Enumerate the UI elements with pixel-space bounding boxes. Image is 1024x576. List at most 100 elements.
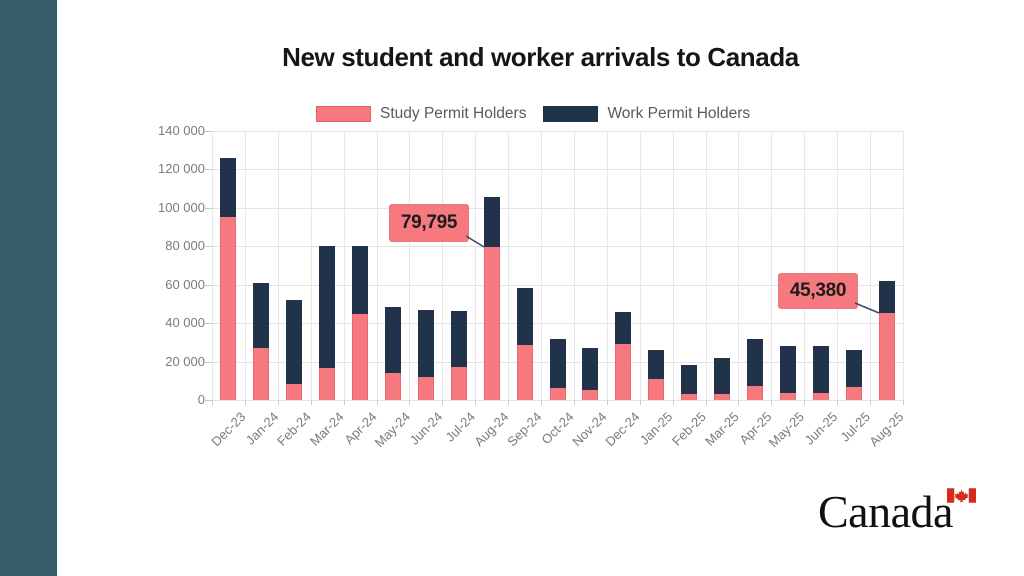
bar-segment-study-permit-holders [615,344,632,400]
bar-segment-study-permit-holders [417,376,434,400]
x-axis-tick [541,400,543,405]
gridline-vertical [837,131,839,400]
gridline-vertical [639,131,641,400]
gridline-vertical [475,131,477,400]
gridline-vertical [409,131,411,400]
bar-segment-work-permit-holders [319,246,336,369]
bar-segment-work-permit-holders [384,306,401,374]
y-tick-label: 20 000 [165,353,205,369]
bar-segment-work-permit-holders [812,346,829,394]
gridline-vertical [771,131,773,400]
gridline-vertical [277,131,279,400]
bar-segment-study-permit-holders [352,313,369,400]
x-axis-tick [672,400,674,405]
bar-segment-study-permit-holders [779,393,796,400]
gridline-vertical [212,131,213,400]
x-tick-label: Aug-25 [865,409,907,450]
y-tick-label: 100 000 [158,199,205,215]
y-tick-label: 120 000 [158,161,205,177]
y-axis-tick [205,361,212,363]
bar-segment-study-permit-holders [746,385,763,400]
gridline-horizontal [212,246,903,248]
gridline-vertical [804,131,806,400]
x-tick-label: Sep-24 [503,409,545,450]
gridline-vertical [442,131,444,400]
y-axis-tick [205,246,212,248]
x-axis-tick [705,400,707,405]
gridline-horizontal [212,169,903,171]
x-axis-tick [310,400,312,405]
x-axis-tick [903,400,904,405]
bar-segment-work-permit-holders [286,300,303,384]
gridline-vertical [672,131,674,400]
x-tick-label: Jan-24 [242,409,281,448]
x-axis-tick [804,400,806,405]
gridline-horizontal [212,131,903,132]
gridline-vertical [541,131,543,400]
bar-segment-study-permit-holders [319,368,336,400]
bar-segment-work-permit-holders [582,348,599,391]
bar-segment-study-permit-holders [483,246,500,400]
bar-segment-study-permit-holders [384,373,401,400]
legend-swatch-study-permit [316,106,371,122]
sidebar-accent-bar [0,0,57,576]
gridline-vertical [310,131,312,400]
legend-label-work-permit: Work Permit Holders [607,105,751,122]
x-axis-tick [606,400,608,405]
bar-segment-work-permit-holders [681,365,698,395]
x-axis-tick [837,400,839,405]
y-axis-tick [205,169,212,171]
x-axis-tick [376,400,378,405]
gridline-horizontal [212,323,903,325]
x-axis-tick [738,400,740,405]
bar-segment-work-permit-holders [648,350,665,379]
bar-segment-work-permit-holders [450,310,467,368]
x-axis-tick [639,400,641,405]
bar-segment-study-permit-holders [516,345,533,400]
x-axis-tick [409,400,411,405]
x-tick-label: Feb-25 [668,409,709,449]
bar-segment-study-permit-holders [845,386,862,400]
bar-segment-work-permit-holders [779,346,796,394]
bar-segment-work-permit-holders [253,282,270,349]
x-axis-tick [212,400,213,405]
bar-segment-work-permit-holders [549,339,566,388]
legend-item-study-permit: Study Permit Holders [316,105,526,123]
y-tick-label: 0 [197,392,205,407]
bar-segment-study-permit-holders [812,393,829,400]
x-tick-label: Jun-24 [406,409,446,448]
chart-legend: Study Permit Holders Work Permit Holders [316,105,750,123]
x-axis-tick [508,400,510,405]
bar-segment-work-permit-holders [746,338,763,386]
legend-label-study-permit: Study Permit Holders [380,105,527,122]
leader-line-aug-25 [854,302,880,314]
gridline-vertical [870,131,872,400]
bar-segment-study-permit-holders [450,367,467,400]
legend-swatch-work-permit [543,106,599,122]
canada-wordmark: Canada [818,487,993,542]
y-tick-label: 80 000 [165,238,205,254]
gridline-horizontal [212,207,903,209]
x-tick-label: Nov-24 [569,409,611,450]
x-axis-tick [573,400,575,405]
gridline-vertical [738,131,740,400]
bar-segment-work-permit-holders [483,196,500,247]
x-axis-tick [277,400,279,405]
bar-segment-work-permit-holders [615,311,632,345]
x-axis-tick [343,400,345,405]
bar-segment-work-permit-holders [845,350,862,387]
canada-flag-icon [947,488,976,503]
gridline-vertical [376,131,378,400]
bar-segment-work-permit-holders [516,287,533,346]
gridline-vertical [508,131,510,400]
legend-item-work-permit: Work Permit Holders [543,105,750,123]
x-axis-tick [442,400,444,405]
x-tick-label: Jan-25 [637,409,676,448]
bar-segment-study-permit-holders [220,217,237,400]
y-axis-tick [205,207,212,209]
bar-segment-work-permit-holders [352,246,369,314]
gridline-vertical [705,131,707,400]
x-tick-label: Jun-25 [801,409,841,448]
x-axis-tick [475,400,477,405]
annotation-callout-aug-25: 45,380 [778,273,858,309]
